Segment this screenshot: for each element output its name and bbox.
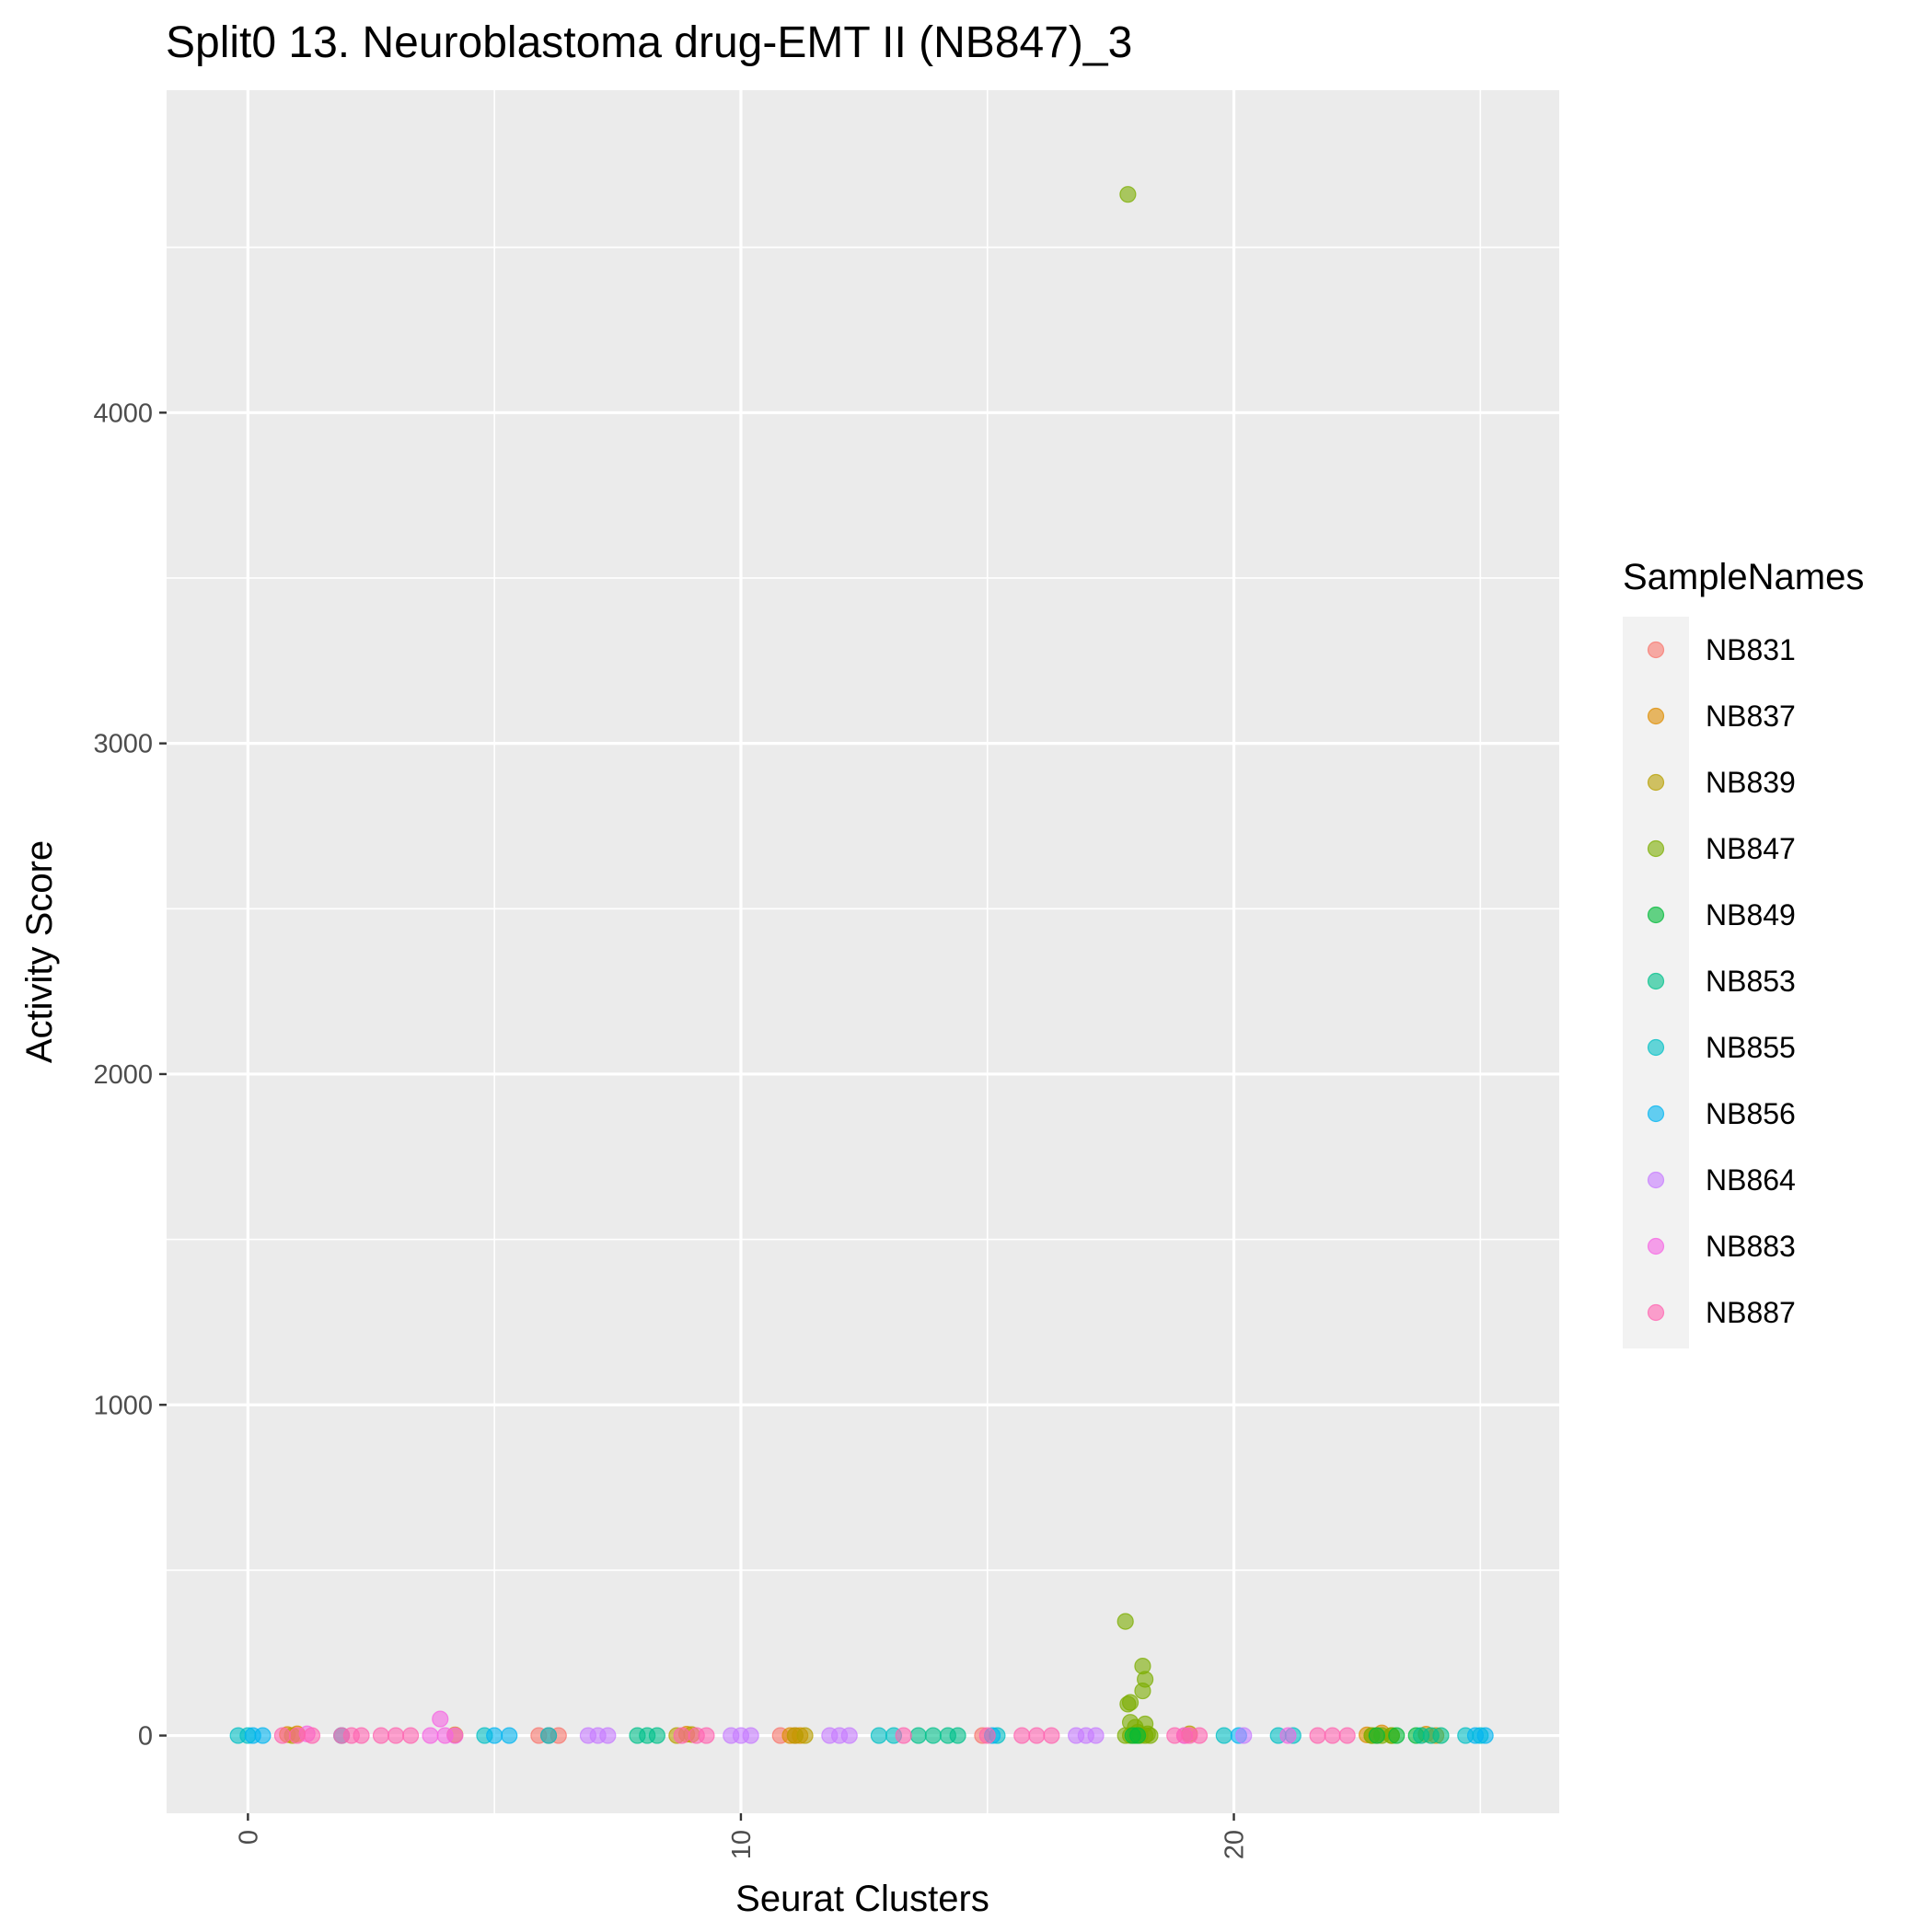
data-point	[1128, 1727, 1147, 1744]
data-point	[1338, 1727, 1356, 1744]
data-point	[1043, 1727, 1060, 1744]
data-point	[432, 1710, 449, 1728]
legend-key	[1647, 972, 1665, 990]
data-point	[422, 1727, 439, 1744]
legend-label: NB853	[1706, 965, 1796, 998]
data-point	[742, 1727, 759, 1744]
legend-key	[1647, 1237, 1665, 1255]
data-point	[796, 1727, 814, 1744]
data-point	[1119, 186, 1137, 203]
data-point	[402, 1727, 420, 1744]
y-axis-title: Activity Score	[19, 840, 60, 1063]
data-point	[1134, 1682, 1151, 1700]
legend: SampleNames NB831NB837NB839NB847NB849NB8…	[1623, 557, 1864, 1348]
data-point	[895, 1727, 912, 1744]
data-point	[648, 1727, 665, 1744]
legend-key	[1647, 906, 1665, 924]
x-tick-label: 20	[1221, 1830, 1250, 1859]
data-point	[978, 1727, 996, 1744]
data-point	[387, 1727, 405, 1744]
x-tick-label: 0	[234, 1830, 263, 1845]
data-point	[539, 1727, 558, 1744]
data-point	[303, 1727, 321, 1744]
legend-label: NB837	[1706, 700, 1796, 733]
legend-key	[1647, 1303, 1665, 1322]
legend-label: NB856	[1706, 1097, 1796, 1130]
y-tick-label: 4000	[93, 399, 153, 428]
data-point	[673, 1727, 690, 1744]
y-tick-label: 0	[138, 1722, 153, 1752]
legend-key	[1647, 1038, 1665, 1057]
legend-key	[1647, 839, 1665, 858]
data-point	[1235, 1727, 1253, 1744]
legend-key	[1647, 1171, 1665, 1189]
data-point	[353, 1727, 370, 1744]
legend-label: NB883	[1706, 1230, 1796, 1263]
data-point	[288, 1727, 307, 1744]
legend-title: SampleNames	[1623, 557, 1864, 597]
data-point	[1028, 1727, 1046, 1744]
x-axis: 0 10 20	[234, 1813, 1250, 1859]
data-point	[1215, 1727, 1232, 1744]
data-point	[501, 1727, 518, 1744]
data-point	[1013, 1727, 1031, 1744]
data-point	[949, 1727, 966, 1744]
x-axis-title: Seurat Clusters	[735, 1879, 989, 1919]
data-point	[924, 1727, 942, 1744]
data-point	[486, 1727, 503, 1744]
data-point	[1368, 1727, 1385, 1744]
legend-label: NB839	[1706, 766, 1796, 799]
y-tick-label: 3000	[93, 730, 153, 759]
data-point	[1324, 1727, 1341, 1744]
legend-key	[1647, 641, 1665, 659]
data-point	[1166, 1727, 1184, 1744]
data-point	[698, 1727, 715, 1744]
data-point	[273, 1727, 291, 1744]
legend-label: NB831	[1706, 633, 1796, 666]
data-point	[909, 1727, 927, 1744]
minor-gridlines	[167, 90, 1559, 1813]
legend-items: NB831 NB837 NB839 NB847 NB849 NB853 NB855 NB856…	[1647, 633, 1796, 1329]
legend-label: NB887	[1706, 1296, 1796, 1329]
data-point	[870, 1727, 888, 1744]
data-point	[1116, 1613, 1134, 1630]
data-point	[599, 1727, 617, 1744]
y-tick-label: 2000	[93, 1060, 153, 1090]
legend-label: NB855	[1706, 1031, 1796, 1064]
legend-label: NB847	[1706, 832, 1796, 865]
data-point	[372, 1727, 390, 1744]
legend-label: NB864	[1706, 1163, 1796, 1197]
data-point	[840, 1727, 858, 1744]
data-point	[1087, 1727, 1105, 1744]
data-points	[229, 186, 1494, 1744]
panel-background	[167, 90, 1559, 1813]
data-point	[1432, 1727, 1450, 1744]
y-tick-label: 1000	[93, 1391, 153, 1420]
data-point	[1190, 1727, 1209, 1744]
data-point	[1388, 1727, 1406, 1744]
chart-title: Split0 13. Neuroblastoma drug-EMT II (NB…	[166, 18, 1132, 67]
data-point	[1309, 1727, 1326, 1744]
x-tick-label: 10	[727, 1830, 757, 1859]
data-point	[1279, 1727, 1297, 1744]
legend-key	[1647, 1105, 1665, 1123]
major-gridlines	[167, 90, 1559, 1813]
plot-panel	[167, 90, 1559, 1813]
data-point	[254, 1727, 272, 1744]
data-point	[1476, 1727, 1494, 1744]
legend-key	[1647, 773, 1665, 792]
y-axis: 0 1000 2000 3000 4000	[93, 399, 167, 1752]
legend-key	[1647, 707, 1665, 725]
legend-label: NB849	[1706, 898, 1796, 931]
data-point	[446, 1727, 464, 1744]
data-point	[1119, 1695, 1137, 1713]
